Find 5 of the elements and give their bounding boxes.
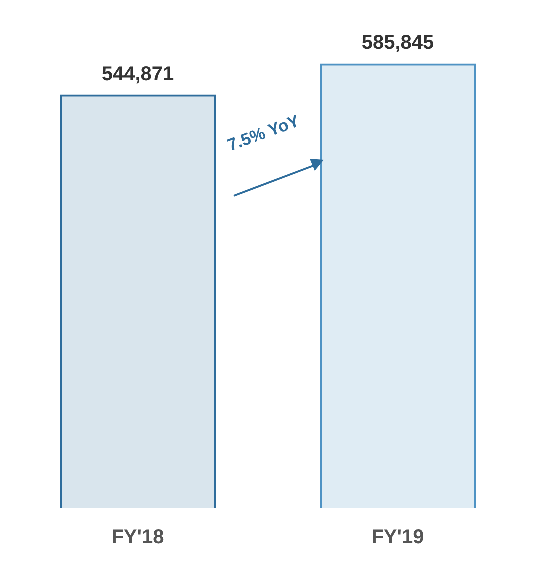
- x-tick-label: FY'18: [112, 526, 164, 549]
- data-label: 585,845: [362, 32, 434, 54]
- annotation: 7.5% YoY: [225, 112, 302, 156]
- data-label: 544,871: [102, 63, 174, 86]
- x-tick-label: FY'19: [372, 526, 424, 549]
